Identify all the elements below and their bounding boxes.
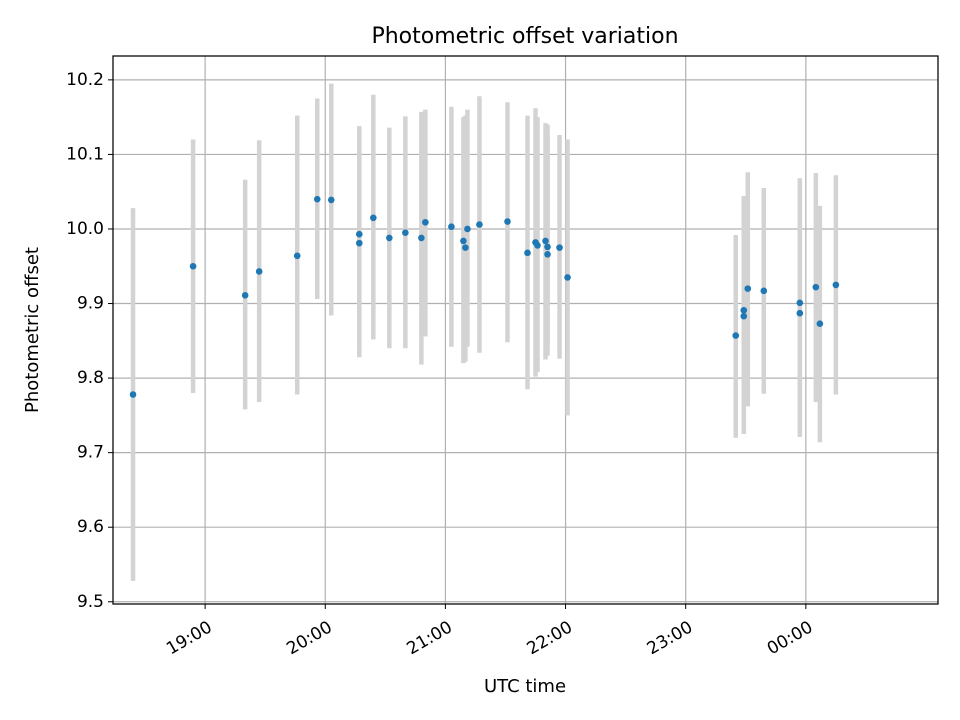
data-point bbox=[355, 239, 363, 247]
data-point bbox=[744, 285, 752, 292]
data-point bbox=[422, 218, 429, 226]
data-point bbox=[832, 281, 840, 289]
data-point bbox=[740, 312, 748, 320]
data-point bbox=[544, 243, 551, 251]
data-point bbox=[564, 274, 571, 281]
data-point bbox=[812, 283, 820, 291]
data-point bbox=[313, 195, 321, 203]
data-point bbox=[816, 320, 824, 327]
data-point bbox=[476, 221, 483, 228]
data-point bbox=[402, 229, 409, 237]
data-point bbox=[462, 244, 469, 251]
data-point bbox=[544, 251, 551, 258]
data-point bbox=[460, 237, 467, 245]
data-point bbox=[534, 242, 541, 249]
data-point bbox=[448, 223, 455, 231]
data-points bbox=[129, 195, 840, 398]
x-axis-label: UTC time bbox=[484, 676, 566, 697]
data-point bbox=[189, 262, 197, 270]
y-tick-label: 10.1 bbox=[66, 144, 104, 164]
data-point bbox=[327, 196, 335, 204]
data-point bbox=[464, 225, 471, 233]
data-point bbox=[796, 309, 804, 317]
data-point bbox=[740, 306, 748, 314]
y-tick-label: 10.0 bbox=[66, 219, 104, 239]
data-point bbox=[796, 299, 804, 307]
data-point bbox=[732, 332, 740, 339]
data-point bbox=[524, 249, 531, 257]
y-tick-label: 9.7 bbox=[77, 443, 104, 463]
y-tick-label: 10.2 bbox=[66, 70, 104, 90]
data-point bbox=[241, 292, 249, 299]
data-point bbox=[129, 391, 137, 398]
plot-frame bbox=[112, 55, 939, 605]
data-point bbox=[293, 252, 301, 260]
data-point bbox=[504, 218, 511, 225]
data-point bbox=[370, 214, 377, 222]
data-point bbox=[556, 244, 563, 251]
data-point bbox=[542, 237, 549, 245]
data-point bbox=[355, 230, 363, 238]
y-ticks: 9.5 9.6 9.7 9.8 9.9 10.0 10.1 10.2 bbox=[66, 70, 113, 612]
data-point bbox=[255, 268, 263, 275]
chart-title: Photometric offset variation bbox=[371, 24, 678, 49]
y-tick-label: 9.6 bbox=[77, 517, 104, 537]
data-point bbox=[386, 234, 393, 242]
data-point bbox=[760, 287, 768, 295]
y-tick-label: 9.9 bbox=[77, 294, 104, 314]
y-tick-label: 9.5 bbox=[77, 592, 104, 612]
y-axis-label: Photometric offset bbox=[22, 247, 43, 413]
data-point bbox=[418, 234, 425, 242]
y-tick-label: 9.8 bbox=[77, 368, 104, 388]
